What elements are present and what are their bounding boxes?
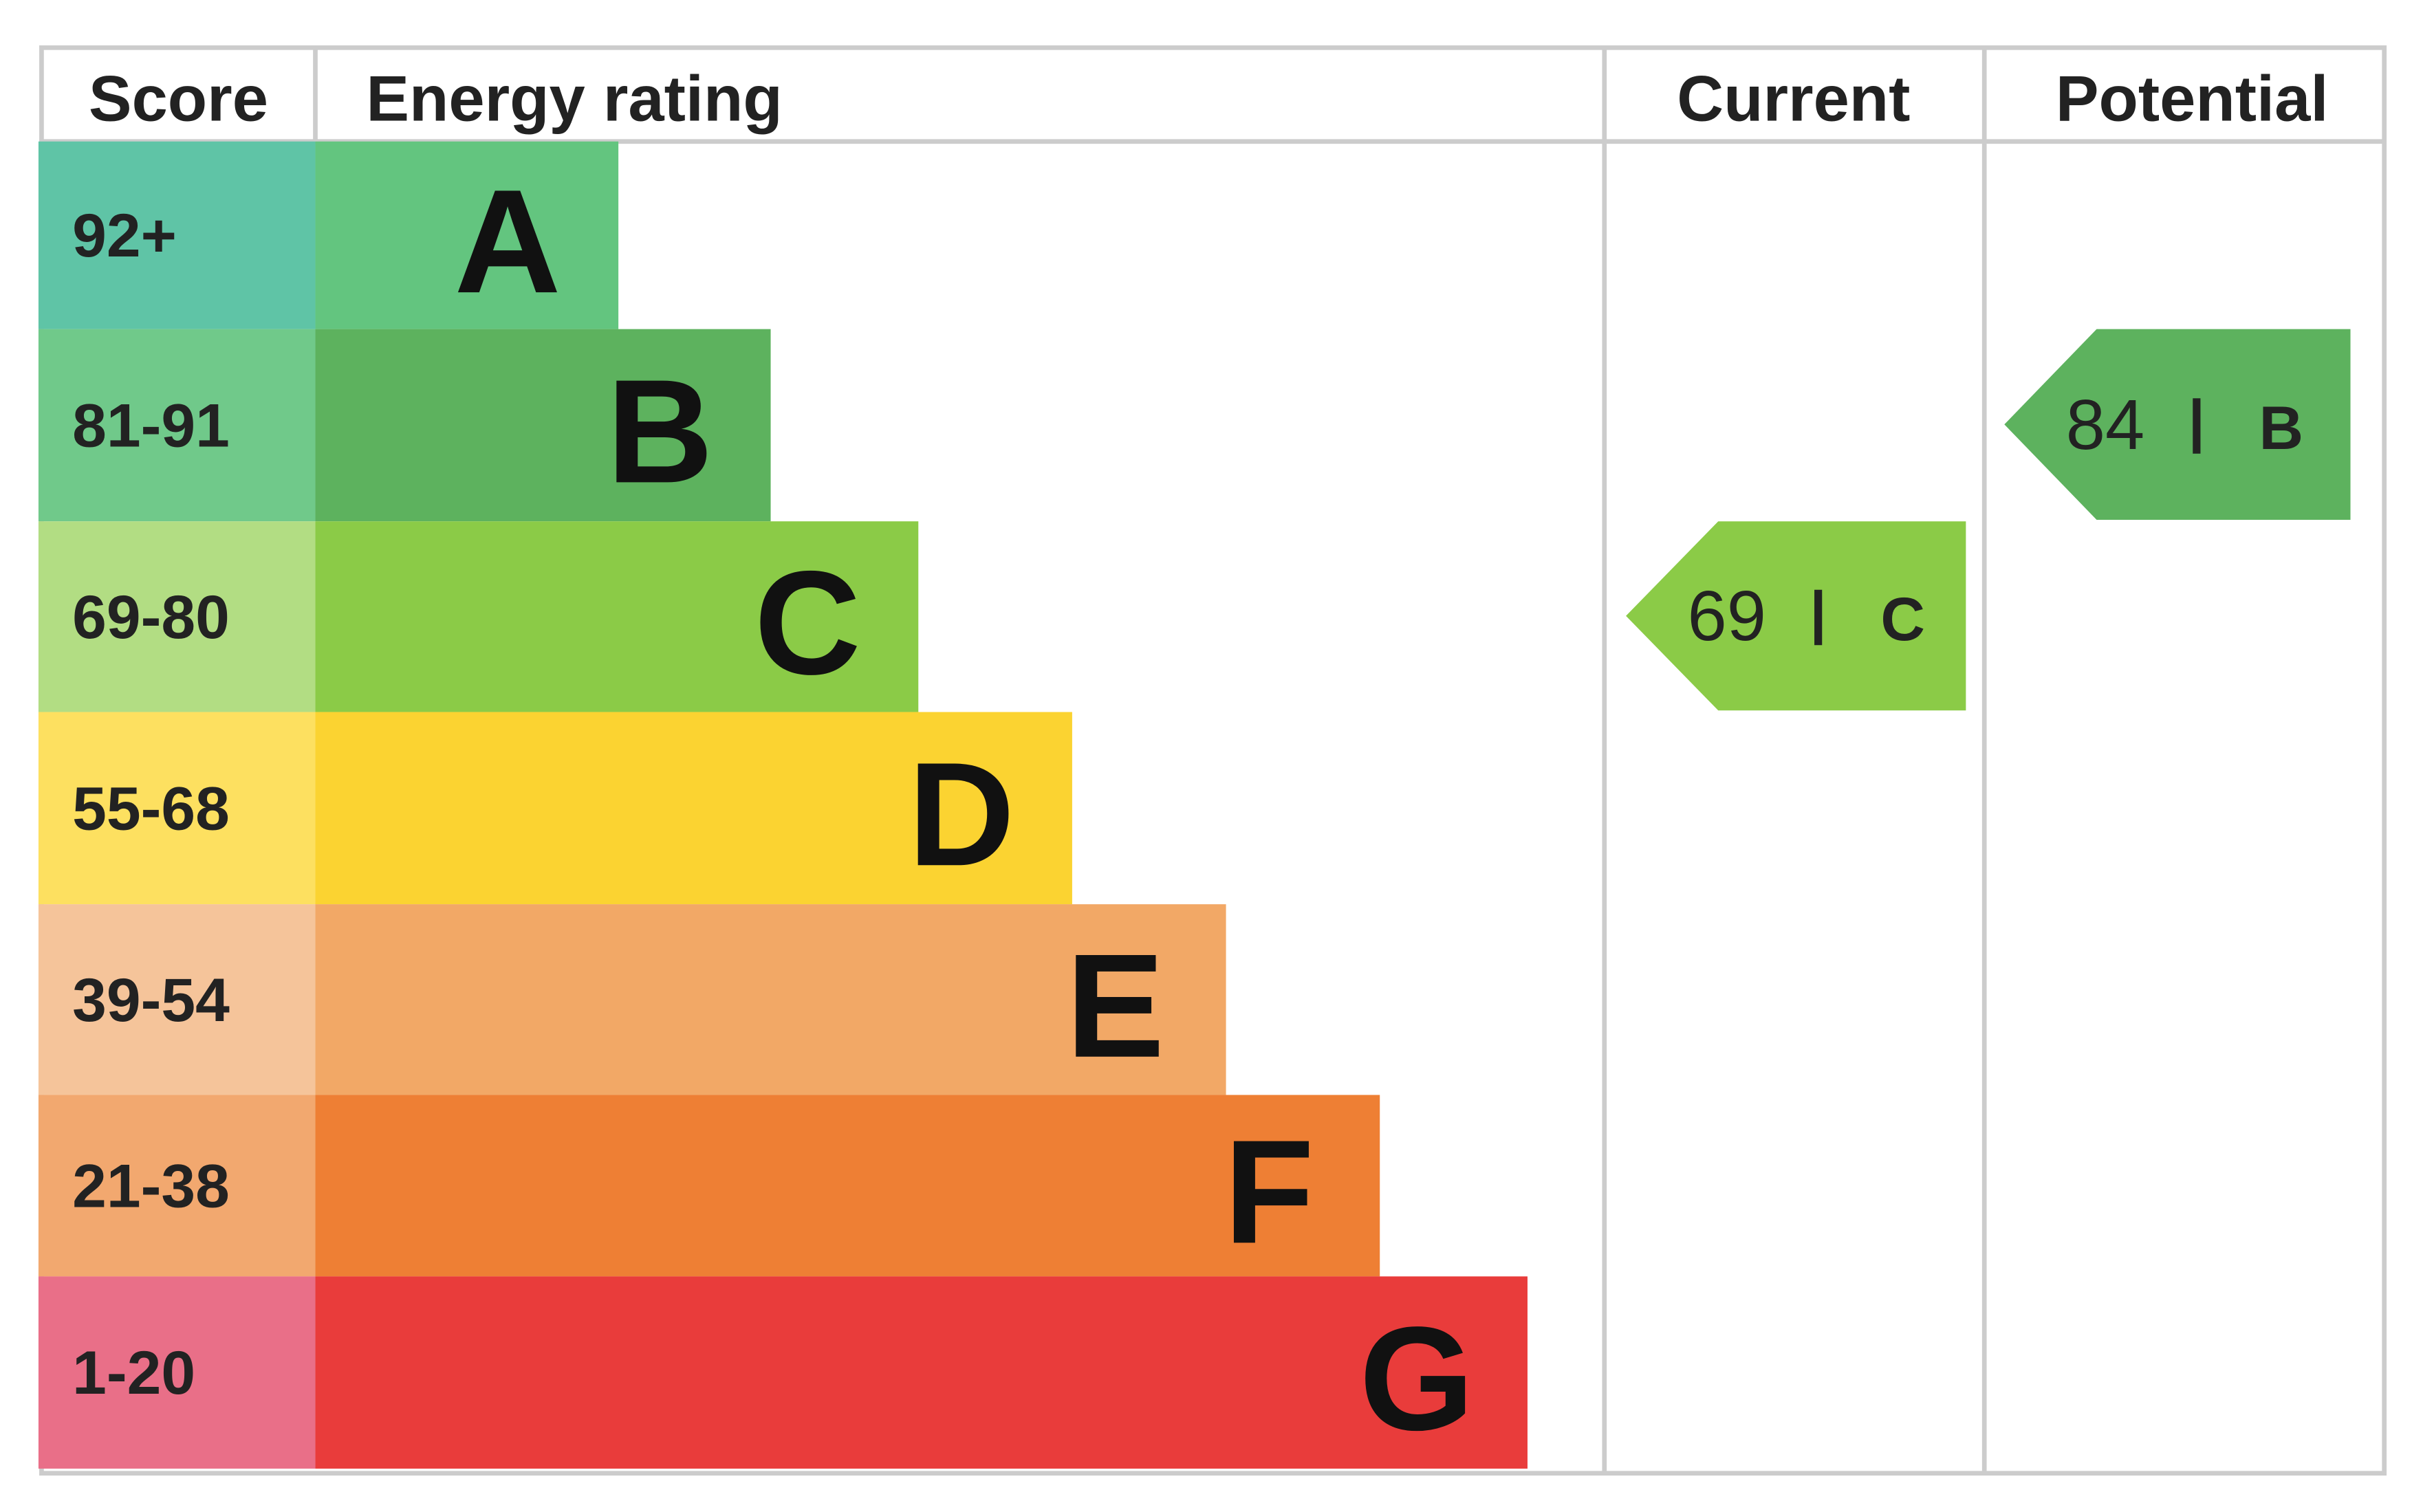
rating-bar: [315, 904, 1226, 1095]
score-range: 55-68: [72, 774, 230, 842]
rating-arrow: [2004, 329, 2351, 520]
score-cell: [38, 141, 316, 329]
header-label: Current: [1677, 63, 1910, 135]
score-range: 81-91: [72, 391, 230, 459]
rating-bar: [315, 1276, 1528, 1469]
score-range: 21-38: [72, 1151, 230, 1220]
arrow-rating: B: [2259, 393, 2304, 462]
rating-bar: [315, 521, 919, 712]
rating-letter: C: [754, 540, 861, 705]
rating-letter: G: [1359, 1296, 1474, 1461]
rating-letter: A: [455, 159, 561, 324]
header-label: Potential: [2056, 63, 2329, 135]
arrow-rating: C: [1880, 584, 1925, 653]
rating-bar: [315, 329, 771, 522]
rating-bar: [315, 712, 1072, 905]
score-cell: [38, 1095, 316, 1277]
score-range: 39-54: [72, 965, 230, 1034]
header-label: Score: [89, 63, 268, 135]
arrow-score: 84: [2066, 385, 2144, 464]
score-cell: [38, 329, 316, 522]
score-range: 1-20: [72, 1338, 195, 1407]
score-cell: [38, 1276, 316, 1469]
arrow-score: 69: [1688, 576, 1766, 655]
score-range: 69-80: [72, 582, 230, 651]
score-cell: [38, 712, 316, 905]
header-label: Energy rating: [366, 63, 782, 135]
score-range: 92+: [72, 201, 177, 270]
score-cell: [38, 904, 316, 1095]
rating-letter: B: [607, 349, 713, 514]
rating-letter: D: [908, 732, 1014, 897]
rating-bar: [315, 141, 619, 329]
rating-arrow: [1626, 521, 1966, 711]
rating-letter: F: [1224, 1109, 1314, 1274]
rating-bar: [315, 1095, 1380, 1277]
rating-letter: E: [1066, 923, 1164, 1088]
score-cell: [38, 521, 316, 712]
